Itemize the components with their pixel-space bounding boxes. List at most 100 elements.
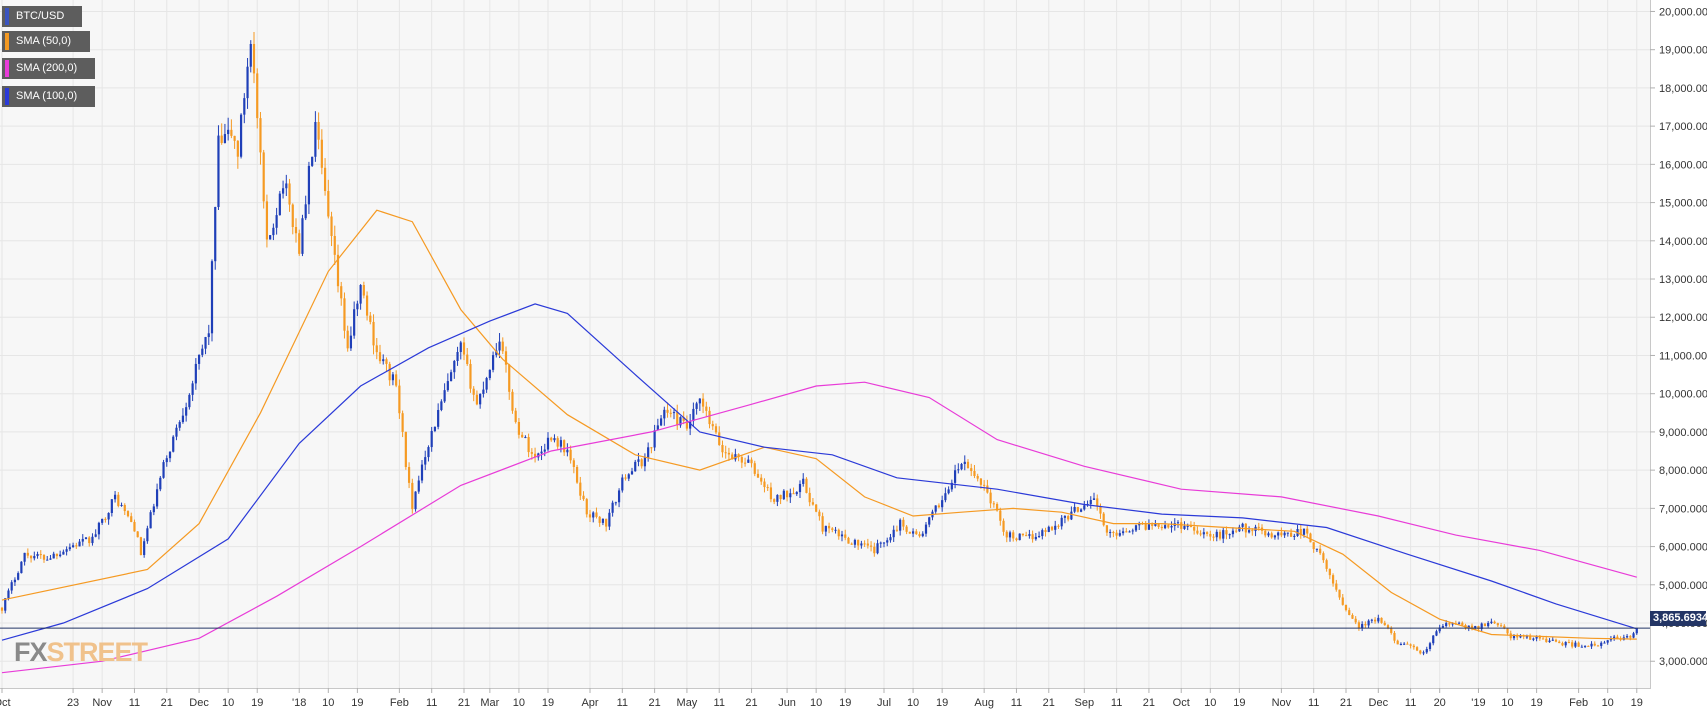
candle-body: [1002, 520, 1005, 532]
candle-body: [960, 464, 963, 470]
candle-body: [1092, 498, 1096, 500]
x-tick-label: 21: [648, 697, 660, 709]
candle-body: [643, 457, 647, 467]
candle-body: [1451, 623, 1454, 625]
candle-body: [1341, 597, 1344, 605]
x-tick-label: Oct: [1173, 697, 1190, 709]
legend-label-sma-50: SMA (50,0): [16, 35, 72, 47]
legend-sma-50[interactable]: SMA (50,0): [2, 31, 90, 52]
candle-body: [1073, 506, 1076, 512]
candle-body: [1625, 636, 1629, 638]
candle-body: [36, 554, 39, 557]
logo-fx: FX: [14, 637, 48, 667]
sma-line-1000: [1, 303, 1637, 641]
candle-body: [924, 524, 928, 534]
candle-body: [1115, 532, 1118, 536]
candle-body: [1587, 645, 1590, 647]
candle-body: [902, 519, 905, 527]
candle-body: [941, 500, 944, 508]
candle-body: [1571, 642, 1574, 647]
candle-body: [1512, 635, 1516, 639]
candle-body: [705, 406, 708, 411]
candle-body: [1196, 530, 1199, 534]
candle-body: [647, 447, 650, 458]
candle-body: [517, 421, 521, 435]
candle-body: [701, 398, 705, 407]
candle-body: [1600, 642, 1603, 646]
candle-body: [1267, 533, 1270, 536]
candle-body: [1487, 622, 1490, 627]
candle-body: [275, 215, 278, 228]
candle-body: [727, 452, 731, 455]
candle-body: [33, 556, 36, 559]
candle-body: [314, 122, 317, 157]
candle-body: [540, 451, 543, 454]
candle-body: [495, 350, 498, 356]
candle-body: [1348, 610, 1351, 615]
y-tick-label: 11,000.0000: [1659, 350, 1707, 362]
candle-body: [1629, 636, 1632, 638]
candle-body: [291, 204, 294, 228]
candle-body: [553, 438, 556, 441]
candle-body: [1012, 532, 1015, 539]
candle-body: [1235, 530, 1238, 532]
candle-body: [1393, 632, 1396, 641]
candle-body: [1331, 575, 1335, 584]
candle-body: [1351, 614, 1354, 619]
candle-body: [556, 438, 559, 447]
candle-body: [1551, 639, 1554, 641]
candle-body: [104, 518, 107, 520]
sma-line-500: [1, 209, 1637, 640]
x-tick-label: 21: [161, 697, 173, 709]
candle-body: [953, 470, 957, 483]
candle-body: [521, 434, 524, 438]
candle-body: [133, 521, 136, 532]
candle-body: [546, 437, 550, 450]
candle-body: [1109, 532, 1112, 534]
candle-body: [915, 531, 918, 535]
candle-body: [792, 493, 795, 495]
sma-line-2000: [1, 381, 1637, 674]
candle-body: [155, 489, 159, 507]
candle-body: [1154, 523, 1157, 526]
candle-body: [1470, 625, 1474, 629]
candle-body: [4, 598, 7, 611]
candle-body: [437, 409, 440, 427]
candle-body: [107, 512, 110, 520]
candle-body: [42, 554, 46, 560]
candle-body: [207, 333, 210, 338]
candle-body: [1558, 641, 1561, 644]
candle-body: [724, 452, 727, 454]
candle-body: [1270, 533, 1273, 538]
candle-body: [1373, 619, 1377, 622]
candle-body: [1538, 636, 1541, 639]
candle-body: [1028, 534, 1031, 536]
candle-body: [1193, 526, 1196, 531]
candle-body: [78, 541, 81, 547]
x-tick-label: 10: [1204, 697, 1216, 709]
candle-body: [750, 459, 753, 464]
candle-body: [650, 447, 653, 449]
candle-body: [857, 539, 860, 546]
legend-sma-100[interactable]: SMA (100,0): [2, 86, 95, 107]
candle-body: [1176, 522, 1180, 524]
candle-body: [433, 426, 437, 431]
candle-body: [986, 485, 989, 493]
legend-btcusd[interactable]: BTC/USD: [2, 6, 82, 27]
x-tick-label: 10: [513, 697, 525, 709]
candle-body: [81, 538, 84, 542]
x-tick-label: '19: [1471, 697, 1485, 709]
candle-body: [1596, 645, 1600, 647]
candle-body: [1396, 640, 1399, 645]
candle-body: [68, 547, 71, 550]
legend-sma-200[interactable]: SMA (200,0): [2, 58, 95, 79]
candle-body: [1554, 639, 1558, 642]
y-tick-label: 12,000.0000: [1659, 312, 1707, 324]
candle-body: [689, 421, 692, 429]
candle-body: [601, 518, 605, 523]
candle-body: [1238, 526, 1241, 532]
sma-lines: [1, 209, 1637, 674]
candle-body: [663, 409, 666, 419]
candle-body: [1037, 536, 1041, 538]
candle-body: [265, 201, 269, 240]
